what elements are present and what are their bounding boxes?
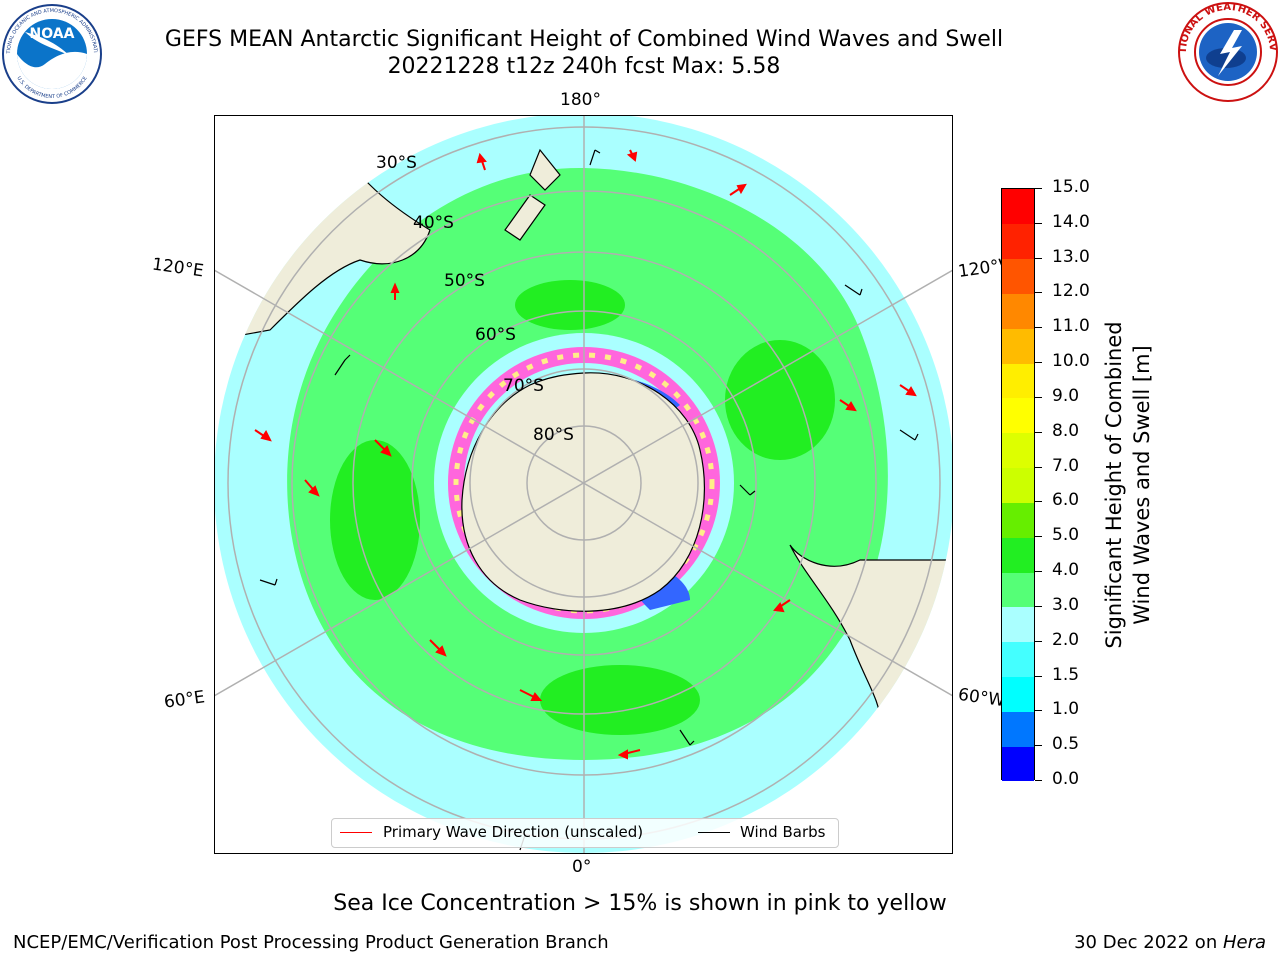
colorbar-segment (1002, 189, 1034, 225)
lat-label-60s: 60°S (475, 325, 516, 345)
colorbar-tick-label: 8.0 (1052, 420, 1080, 441)
colorbar-segment (1002, 328, 1034, 364)
colorbar-segment (1002, 223, 1034, 260)
colorbar-segment (1002, 537, 1034, 573)
graticule (214, 115, 953, 854)
nws-logo: NATIONAL WEATHER SERVICE (1176, 0, 1278, 102)
colorbar-tick-label: 2.0 (1052, 629, 1080, 650)
colorbar-title: Significant Height of Combined Wind Wave… (1100, 321, 1156, 648)
colorbar-tick (1035, 188, 1042, 189)
colorbar-segment (1002, 502, 1034, 538)
colorbar-tick-label: 13.0 (1052, 246, 1090, 267)
colorbar-tick (1035, 605, 1042, 607)
colorbar-tick (1035, 222, 1042, 224)
colorbar-tick-label: 4.0 (1052, 560, 1080, 581)
wind-barbs (259, 149, 919, 851)
chart-subtitle: 20221228 t12z 240h fcst Max: 5.58 (387, 54, 781, 79)
colorbar-tick-label: 3.0 (1052, 594, 1080, 615)
colorbar-tick-label: 14.0 (1052, 211, 1090, 232)
colorbar-tick-label: 6.0 (1052, 490, 1080, 511)
colorbar-tick-label: 5.0 (1052, 525, 1080, 546)
footer-credit: NCEP/EMC/Verification Post Processing Pr… (13, 932, 609, 953)
colorbar-segment (1002, 258, 1034, 294)
colorbar-segment (1002, 363, 1034, 399)
band-4-5m-atlantic (540, 665, 700, 735)
lat-label-50s: 50°S (444, 271, 485, 291)
colorbar-tick (1035, 780, 1042, 781)
colorbar-tick-label: 9.0 (1052, 385, 1080, 406)
colorbar-segment (1002, 676, 1034, 712)
colorbar-tick-label: 11.0 (1052, 316, 1090, 337)
legend-wave-label: Primary Wave Direction (unscaled) (383, 823, 644, 841)
map-legend: Primary Wave Direction (unscaled) Wind B… (331, 818, 839, 848)
colorbar-tick (1035, 536, 1042, 538)
colorbar-tick-label: 10.0 (1052, 351, 1090, 372)
colorbar-tick (1035, 327, 1042, 329)
colorbar-tick (1035, 745, 1042, 747)
colorbar-tick (1035, 431, 1042, 433)
colorbar-segment (1002, 711, 1034, 747)
colorbar-tick-label: 0.0 (1052, 769, 1080, 789)
colorbar-segment (1002, 572, 1034, 608)
colorbar-tick (1035, 640, 1042, 642)
colorbar-tick (1035, 292, 1042, 294)
band-4-5m-indian (330, 440, 420, 600)
footer-date-text: 30 Dec 2022 on (1074, 932, 1223, 953)
wave-direction-arrows (254, 149, 917, 760)
colorbar-tick (1035, 675, 1042, 677)
band-4-5m-pacific (725, 340, 835, 460)
colorbar-tick-label: 7.0 (1052, 455, 1080, 476)
colorbar-segment (1002, 746, 1034, 782)
footer-host: Hera (1222, 932, 1266, 953)
colorbar-segment (1002, 641, 1034, 678)
band-4-5m-tasman (515, 280, 625, 330)
lon-label-bottom: 0° (572, 857, 592, 877)
noaa-logo-text: NOAA (30, 26, 75, 42)
colorbar-tick (1035, 396, 1042, 398)
antarctica-land (461, 372, 706, 612)
colorbar-title-line2: Wind Waves and Swell [m] (1130, 345, 1154, 625)
noaa-logo: NOAA NATIONAL OCEANIC AND ATMOSPHERIC AD… (0, 2, 102, 104)
colorbar-tick (1035, 501, 1042, 503)
colorbar-tick-label: 12.0 (1052, 281, 1090, 302)
lat-label-30s: 30°S (376, 153, 417, 173)
legend-wave-line (340, 832, 372, 833)
lat-label-70s: 70°S (503, 376, 544, 396)
colorbar (1001, 188, 1035, 782)
colorbar-tick (1035, 257, 1042, 259)
legend-barb-label: Wind Barbs (740, 823, 826, 841)
colorbar-tick (1035, 571, 1042, 573)
colorbar-segment (1002, 397, 1034, 434)
colorbar-title-line1: Significant Height of Combined (1102, 321, 1126, 649)
colorbar-segment (1002, 432, 1034, 469)
lat-label-80s: 80°S (533, 425, 574, 445)
new-zealand-land (504, 148, 561, 241)
sea-ice-yellow (453, 352, 715, 614)
colorbar-tick (1035, 710, 1042, 712)
colorbar-tick-label: 1.0 (1052, 699, 1080, 720)
sea-ice-note: Sea Ice Concentration > 15% is shown in … (333, 891, 947, 916)
colorbar-tick (1035, 362, 1042, 364)
colorbar-segment (1002, 467, 1034, 503)
legend-barb-line (698, 832, 730, 833)
colorbar-tick-label: 15.0 (1052, 177, 1090, 197)
chart-title: GEFS MEAN Antarctic Significant Height o… (164, 27, 1004, 52)
colorbar-tick-label: 0.5 (1052, 734, 1080, 755)
colorbar-tick-label: 1.5 (1052, 664, 1080, 685)
colorbar-segment (1002, 606, 1034, 643)
colorbar-segment (1002, 293, 1034, 329)
colorbar-tick (1035, 466, 1042, 468)
lat-label-40s: 40°S (413, 213, 454, 233)
footer-date: 30 Dec 2022 on Hera (1074, 932, 1266, 953)
lon-label-top: 180° (560, 90, 601, 110)
